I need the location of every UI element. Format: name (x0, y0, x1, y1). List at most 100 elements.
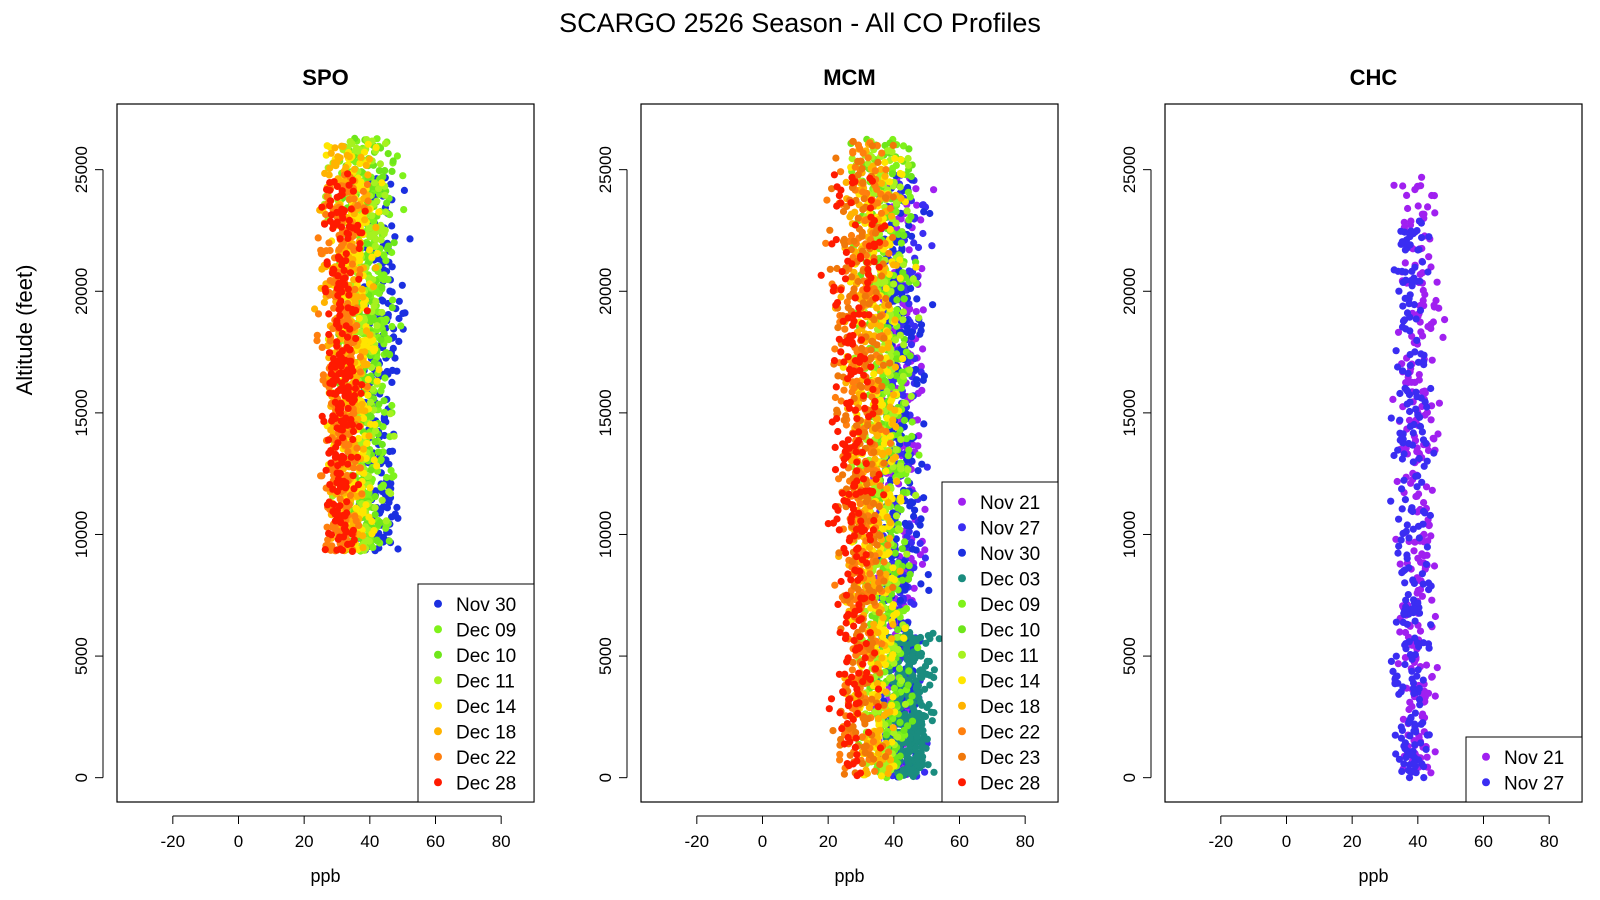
data-point (875, 609, 883, 617)
data-point (907, 498, 915, 506)
legend-label: Nov 30 (456, 595, 516, 616)
data-point (318, 343, 326, 351)
data-point (335, 255, 343, 263)
data-point (878, 654, 886, 662)
data-point (327, 459, 335, 467)
data-point (873, 341, 881, 349)
data-point (890, 684, 899, 692)
data-point (900, 231, 908, 240)
data-point (385, 537, 393, 545)
data-point (822, 239, 830, 247)
data-point (873, 432, 882, 440)
data-point (364, 391, 372, 399)
data-point (385, 336, 393, 344)
data-point (375, 400, 383, 408)
data-point (856, 382, 864, 390)
data-point (325, 449, 333, 457)
data-point (884, 769, 892, 778)
data-point (921, 768, 929, 776)
data-point (340, 266, 348, 274)
data-point (848, 666, 857, 674)
data-point (870, 755, 878, 763)
data-point (876, 367, 884, 375)
data-point (878, 346, 886, 354)
data-point (873, 679, 882, 688)
data-point (348, 260, 356, 268)
data-point (345, 357, 353, 365)
data-point (389, 296, 397, 304)
data-point (899, 269, 907, 277)
data-point (848, 557, 857, 566)
data-point (362, 161, 370, 169)
data-point (318, 412, 326, 420)
y-tick-label: 15000 (72, 389, 91, 436)
data-point (867, 346, 875, 354)
data-point (365, 513, 373, 521)
data-point (866, 570, 874, 578)
data-point (889, 583, 897, 592)
data-point (389, 157, 397, 165)
data-point (887, 476, 895, 484)
data-point (918, 265, 926, 273)
data-point (364, 197, 372, 205)
data-point (834, 324, 842, 332)
data-point (906, 366, 914, 374)
data-point (896, 526, 904, 534)
data-point (896, 331, 904, 339)
data-point (333, 338, 341, 346)
data-point (851, 208, 859, 216)
data-point (355, 423, 363, 431)
data-point (918, 701, 926, 709)
data-point (868, 460, 876, 468)
data-point (889, 261, 898, 269)
data-point (904, 758, 912, 766)
data-point (360, 148, 369, 156)
data-point (375, 208, 383, 216)
data-point (378, 283, 386, 291)
data-point (874, 715, 883, 723)
data-point (390, 239, 398, 247)
data-point (885, 339, 893, 347)
data-point (891, 154, 899, 163)
data-point (371, 510, 379, 519)
y-tick-label: 5000 (72, 637, 91, 675)
data-point (894, 230, 902, 238)
data-point (889, 193, 897, 201)
data-point (369, 543, 377, 552)
data-point (858, 733, 867, 741)
data-point (356, 257, 364, 265)
data-point (908, 232, 916, 240)
data-point (388, 222, 396, 230)
data-point (858, 228, 866, 236)
data-point (367, 318, 375, 326)
data-point (864, 495, 872, 503)
data-point (381, 191, 389, 199)
data-point (381, 139, 390, 148)
data-point (323, 523, 331, 531)
data-point (330, 500, 338, 509)
data-point (917, 580, 925, 588)
data-point (840, 770, 849, 778)
figure-title: SCARGO 2526 Season - All CO Profiles (559, 8, 1041, 38)
data-point (912, 365, 920, 374)
data-point (893, 306, 901, 314)
data-point (883, 513, 891, 521)
data-point (380, 408, 389, 416)
data-point (883, 387, 891, 395)
data-point (878, 149, 886, 157)
data-point (896, 718, 904, 727)
data-point (395, 297, 403, 305)
data-point (841, 325, 849, 333)
data-point (870, 448, 878, 456)
data-point (361, 207, 369, 215)
legend-box (417, 583, 535, 803)
data-point (386, 287, 394, 295)
data-point (848, 273, 856, 281)
data-point (860, 195, 868, 203)
data-point (831, 581, 839, 589)
data-point (338, 452, 346, 460)
data-point (873, 185, 881, 193)
data-point (868, 142, 877, 150)
data-point (353, 322, 361, 330)
